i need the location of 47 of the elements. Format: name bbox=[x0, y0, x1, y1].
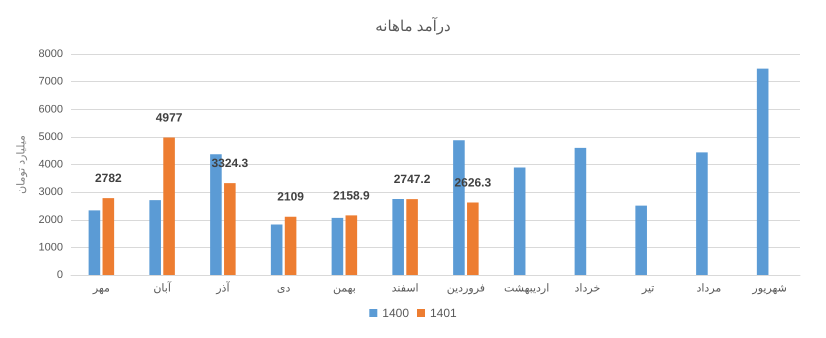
bar bbox=[270, 224, 282, 275]
x-tick-label: تیر bbox=[640, 282, 654, 294]
bar bbox=[635, 206, 647, 275]
bar bbox=[696, 152, 708, 275]
y-tick-label: 5000 bbox=[38, 130, 63, 143]
y-tick-label: 3000 bbox=[38, 186, 63, 198]
bar bbox=[102, 198, 114, 275]
x-tick-label: خرداد bbox=[574, 282, 600, 294]
y-tick-label: 7000 bbox=[38, 76, 63, 88]
legend-label: 1401 bbox=[430, 306, 458, 320]
y-tick-label: 2000 bbox=[38, 214, 63, 226]
bar bbox=[284, 216, 296, 275]
x-tick-label: فروردین bbox=[446, 282, 486, 294]
bar bbox=[467, 202, 479, 275]
bar bbox=[163, 138, 175, 275]
chart-title: درآمد ماهانه bbox=[375, 16, 451, 35]
data-label: 2782 bbox=[94, 171, 122, 186]
bar bbox=[88, 210, 100, 275]
y-tick-label: 0 bbox=[56, 269, 63, 281]
bar bbox=[332, 218, 344, 275]
y-tick-label: 4000 bbox=[38, 158, 63, 170]
x-tick-label: مرداد bbox=[696, 282, 722, 294]
y-tick-label: 1000 bbox=[38, 241, 63, 254]
data-label: 2158.9 bbox=[332, 188, 370, 202]
legend-label: 1400 bbox=[382, 306, 410, 320]
bar bbox=[346, 215, 358, 275]
x-tick-label: مهر bbox=[92, 282, 110, 294]
y-axis-title: میلیارد تومان bbox=[16, 134, 28, 194]
bar bbox=[392, 199, 404, 275]
x-tick-label: بهمن bbox=[332, 282, 356, 294]
bar bbox=[149, 200, 161, 275]
x-tick-label: شهریور bbox=[751, 282, 787, 294]
x-tick-label: اسفند bbox=[392, 282, 419, 294]
data-label: 2109 bbox=[277, 190, 304, 204]
bar bbox=[514, 168, 526, 275]
bar bbox=[574, 148, 586, 275]
bar bbox=[406, 199, 418, 275]
data-label: 4977 bbox=[156, 110, 183, 125]
x-tick-label: اردیبهشت bbox=[504, 282, 550, 294]
x-tick-label: دی bbox=[276, 282, 290, 294]
x-tick-label: آذر bbox=[215, 280, 230, 294]
bar bbox=[224, 183, 236, 275]
y-tick-label: 6000 bbox=[38, 103, 63, 116]
bar bbox=[756, 68, 768, 275]
y-tick-label: 8000 bbox=[38, 48, 63, 60]
x-tick-label: آبان bbox=[153, 280, 172, 294]
data-label: 2747.2 bbox=[394, 172, 431, 186]
